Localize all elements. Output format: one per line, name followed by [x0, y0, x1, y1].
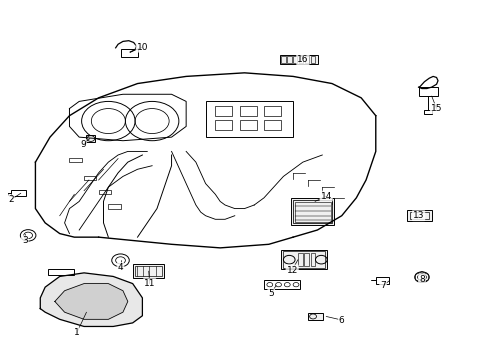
Bar — [304, 56, 308, 63]
Bar — [84, 176, 96, 180]
Text: 3: 3 — [22, 236, 27, 245]
Text: 2: 2 — [8, 195, 14, 204]
Bar — [120, 49, 137, 57]
Bar — [292, 56, 297, 63]
Text: 7: 7 — [380, 281, 385, 290]
Bar — [281, 56, 285, 63]
Text: 1: 1 — [74, 328, 80, 337]
Bar — [99, 190, 111, 194]
Text: 5: 5 — [268, 289, 274, 298]
Text: 15: 15 — [430, 104, 442, 113]
Bar — [283, 251, 324, 267]
Bar — [310, 253, 315, 266]
Bar — [264, 280, 300, 289]
Text: 12: 12 — [286, 266, 297, 275]
Text: 13: 13 — [412, 211, 424, 220]
Bar — [239, 120, 256, 130]
Bar — [375, 277, 388, 284]
Bar — [292, 200, 331, 223]
Bar — [407, 210, 431, 221]
Bar — [418, 87, 437, 96]
Bar — [287, 56, 291, 63]
Bar — [215, 120, 232, 130]
Polygon shape — [40, 273, 142, 327]
Bar — [69, 158, 81, 162]
Text: 10: 10 — [136, 42, 148, 51]
Bar — [424, 111, 431, 114]
Bar — [297, 253, 302, 266]
Bar — [409, 212, 428, 219]
Bar — [264, 106, 281, 116]
Bar — [108, 204, 120, 208]
Text: 6: 6 — [338, 315, 344, 324]
Text: 16: 16 — [297, 55, 308, 64]
Bar — [264, 120, 281, 130]
Text: 4: 4 — [118, 263, 123, 272]
Bar — [215, 106, 232, 116]
Bar — [86, 135, 95, 143]
Text: 11: 11 — [143, 279, 155, 288]
Bar — [47, 269, 74, 275]
Bar — [304, 253, 308, 266]
Bar — [279, 55, 318, 64]
Bar — [281, 249, 326, 269]
Bar — [310, 56, 314, 63]
Bar — [135, 266, 162, 276]
Polygon shape — [55, 284, 127, 319]
Bar — [307, 313, 323, 320]
Bar — [239, 106, 256, 116]
Text: 9: 9 — [80, 140, 86, 149]
Text: 14: 14 — [320, 192, 331, 201]
Bar — [290, 198, 334, 225]
Bar — [11, 190, 26, 196]
Text: 8: 8 — [418, 275, 424, 284]
Bar — [132, 264, 164, 278]
Bar — [205, 102, 292, 137]
Bar — [298, 56, 303, 63]
Bar — [294, 202, 330, 222]
